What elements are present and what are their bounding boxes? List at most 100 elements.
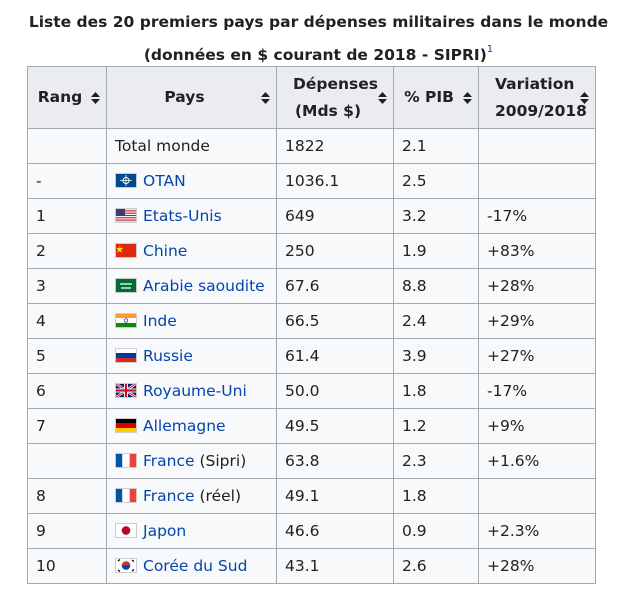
cell-text: 0.9 [402,522,427,540]
cell-text: 1822 [285,137,325,155]
flag-icon [115,558,137,573]
cell: 6 [27,373,107,409]
cell-text: +1.6% [487,452,540,470]
cell-text: 50.0 [285,382,320,400]
cell-text: 250 [285,242,315,260]
cell-text: 1 [36,207,46,225]
flag-icon [115,453,137,468]
cell: 2.5 [393,163,479,199]
cell: 649 [276,198,394,234]
cell: 63.8 [276,443,394,479]
cell: 10 [27,548,107,584]
cell-text: 649 [285,207,315,225]
cell: 1.8 [393,478,479,514]
flag-icon [115,418,137,433]
country-link[interactable]: France [143,452,195,470]
table-row: 6 Royaume-Uni 50.0 1.8 -17% [27,373,596,409]
table: Rang Pays Dépenses (Mds $) % PIB Variation 2… [27,66,596,584]
cell: 67.6 [276,268,394,304]
country-link[interactable]: Chine [143,242,188,260]
sort-icon[interactable] [378,91,387,104]
cell: 50.0 [276,373,394,409]
country-link[interactable]: OTAN [143,172,186,190]
header-row: Rang Pays Dépenses (Mds $) % PIB Variation 2… [27,66,596,129]
cell: 5 [27,338,107,374]
flag-icon [115,488,137,503]
cell: 3 [27,268,107,304]
cell: 0.9 [393,513,479,549]
caption-subtitle: (données en $ courant de 2018 - SIPRI) [143,46,487,64]
cell: - [27,163,107,199]
cell: 1.8 [393,373,479,409]
cell-text: 67.6 [285,277,320,295]
cell [478,163,596,199]
cell-text: +83% [487,242,535,260]
table-row: 8 France (réel) 49.1 1.8 [27,478,596,514]
cell: 43.1 [276,548,394,584]
cell: +1.6% [478,443,596,479]
cell-text: 5 [36,347,46,365]
sort-icon[interactable] [91,91,100,104]
country-link[interactable]: Arabie saoudite [143,277,265,295]
sort-icon[interactable] [261,91,270,104]
note-ref[interactable]: 1 [486,44,494,55]
cell-text: 2.3 [402,452,427,470]
cell: +28% [478,268,596,304]
country-link[interactable]: France [143,487,195,505]
country-cell: Etats-Unis [106,198,277,234]
cell-text: 7 [36,417,46,435]
cell-text: -17% [487,382,528,400]
country-link[interactable]: Russie [143,347,193,365]
cell-text: 2.1 [402,137,427,155]
cell-text: 49.1 [285,487,320,505]
country-cell: France (Sipri) [106,443,277,479]
cell: 2.6 [393,548,479,584]
cell-text: 2 [36,242,46,260]
cell: 1 [27,198,107,234]
table-row: Total monde 1822 2.1 [27,128,596,164]
cell-text: -17% [487,207,528,225]
cell-text: 66.5 [285,312,320,330]
cell-text: +28% [487,557,535,575]
sort-icon[interactable] [463,91,472,104]
cell-text: 2.4 [402,312,427,330]
cell: +2.3% [478,513,596,549]
cell: 3.9 [393,338,479,374]
cell: 1036.1 [276,163,394,199]
cell-text: 6 [36,382,46,400]
sort-icon[interactable] [580,91,589,104]
country-cell: Royaume-Uni [106,373,277,409]
cell [27,128,107,164]
table-row: 1 Etats-Unis 649 3.2 -17% [27,198,596,234]
country-link[interactable]: Allemagne [143,417,226,435]
column-header: Dépenses (Mds $) [276,66,394,129]
cell-text: 3 [36,277,46,295]
flag-icon [115,383,137,398]
cell-text: - [36,172,42,190]
column-header: Variation 2009/2018 [478,66,596,129]
cell-text: 1.8 [402,487,427,505]
cell-text: 43.1 [285,557,320,575]
country-cell: Corée du Sud [106,548,277,584]
flag-icon [115,523,137,538]
header-label: Pays [164,88,205,106]
cell: 49.5 [276,408,394,444]
country-link[interactable]: Japon [143,522,187,540]
country-link[interactable]: Royaume-Uni [143,382,247,400]
country-link[interactable]: Corée du Sud [143,557,248,575]
table-row: 10 Corée du Sud 43.1 2.6 +28% [27,548,596,584]
cell: 1.2 [393,408,479,444]
country-cell: France (réel) [106,478,277,514]
cell: 4 [27,303,107,339]
cell: 9 [27,513,107,549]
cell-text: 10 [36,557,56,575]
table-row: 4 Inde 66.5 2.4 +29% [27,303,596,339]
cell: 2.4 [393,303,479,339]
country-link[interactable]: Inde [143,312,177,330]
country-link[interactable]: Etats-Unis [143,207,222,225]
cell: 8 [27,478,107,514]
country-cell: Total monde [106,128,277,164]
country-cell: Arabie saoudite [106,268,277,304]
country-note: (Sipri) [199,452,247,470]
cell-text: 1.2 [402,417,427,435]
